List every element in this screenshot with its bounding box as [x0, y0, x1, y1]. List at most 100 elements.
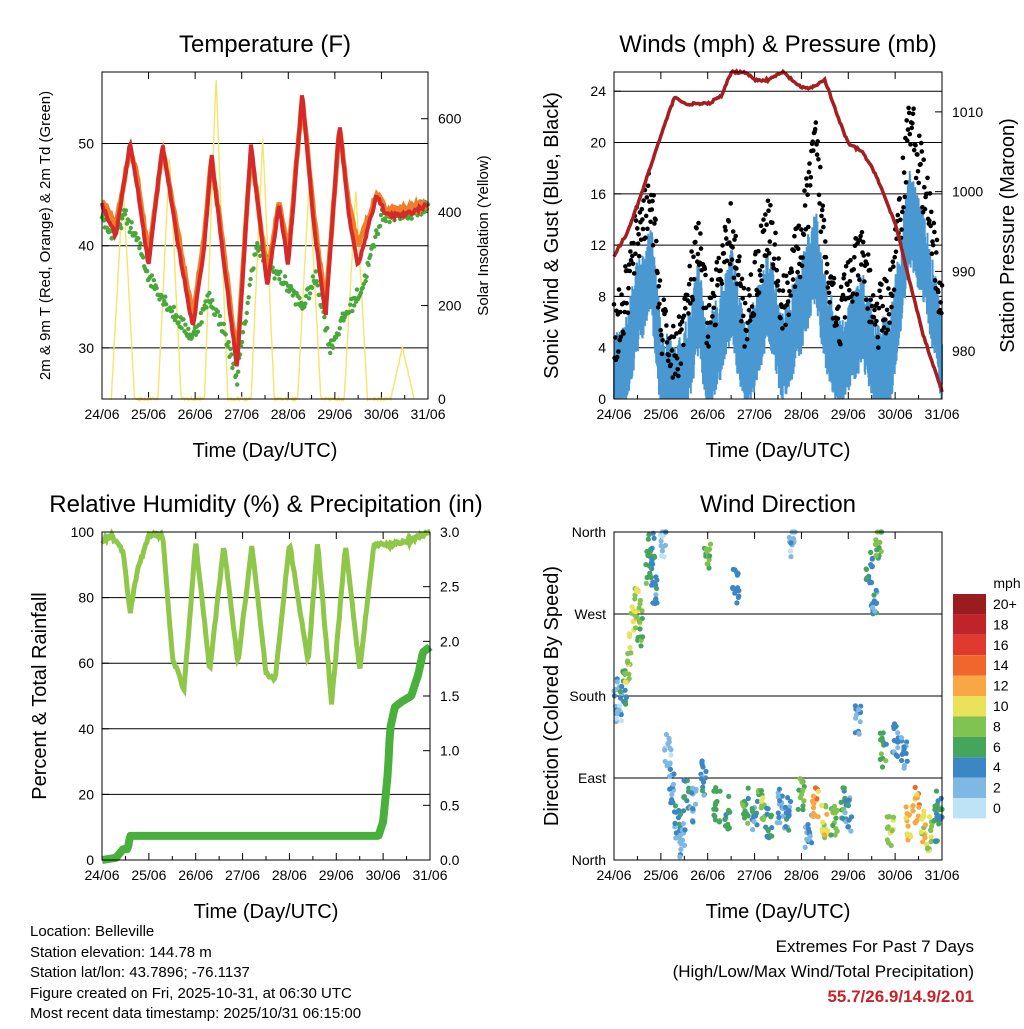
- gust-point: [795, 269, 800, 275]
- winds-ytick-label: 4: [598, 340, 606, 356]
- direction-point: [619, 683, 625, 690]
- gust-point: [652, 221, 657, 226]
- gust-point: [654, 238, 659, 244]
- direction-point: [904, 758, 910, 764]
- gust-point: [867, 267, 873, 273]
- gust-point: [892, 254, 897, 260]
- direction-point: [638, 643, 644, 649]
- dewpoint-point: [282, 274, 288, 279]
- gust-point: [802, 203, 808, 208]
- direction-point: [914, 791, 920, 798]
- direction-point: [823, 826, 829, 833]
- dewpoint-point: [243, 319, 248, 324]
- gust-point: [737, 254, 742, 259]
- gust-point: [795, 246, 801, 251]
- dewpoint-point: [302, 304, 307, 310]
- direction-point: [751, 813, 757, 820]
- humidity-xtick-label: 27/06: [225, 867, 260, 883]
- gust-point: [788, 293, 793, 298]
- gust-point: [759, 278, 764, 284]
- gust-point: [619, 292, 624, 298]
- gust-point: [626, 285, 631, 291]
- direction-point: [637, 601, 643, 607]
- gust-point: [913, 143, 918, 148]
- gust-point: [683, 305, 688, 311]
- direction-point: [786, 827, 792, 833]
- gust-point: [848, 258, 853, 263]
- gust-point: [746, 287, 751, 292]
- gust-point: [742, 344, 747, 349]
- gust-point: [796, 223, 802, 229]
- humidity-ytick2-label: 0.5: [440, 797, 460, 813]
- dewpoint-point: [138, 241, 143, 246]
- gust-point: [655, 270, 660, 276]
- gust-point: [657, 278, 663, 283]
- gust-point: [640, 217, 645, 222]
- direction-point: [877, 539, 883, 546]
- dewpoint-point: [172, 317, 178, 323]
- temp-2m-line: [100, 95, 430, 367]
- direction-point: [868, 562, 874, 568]
- direction-point: [759, 798, 765, 804]
- direction-point: [677, 854, 683, 860]
- temperature-ylabel-left: 2m & 9m T (Red, Orange) & 2m Td (Green): [37, 91, 54, 380]
- gust-point: [852, 254, 857, 260]
- gust-point: [887, 320, 892, 326]
- direction-point: [623, 670, 629, 677]
- gust-point: [702, 266, 708, 272]
- station-info: Location: Belleville Station elevation: …: [30, 922, 361, 1025]
- gust-point: [641, 198, 646, 203]
- gust-point: [838, 341, 843, 347]
- dewpoint-point: [377, 223, 383, 229]
- extremes-title: Extremes For Past 7 Days: [775, 937, 974, 956]
- gust-point: [931, 220, 937, 226]
- direction-point: [921, 814, 927, 820]
- direction-point: [879, 735, 885, 741]
- direction-point: [916, 804, 922, 810]
- direction-point: [777, 798, 783, 804]
- gust-point: [780, 288, 786, 294]
- direction-point: [623, 701, 629, 707]
- direction-point: [785, 813, 791, 820]
- gust-point: [778, 315, 783, 321]
- humidity-xtick-label: 29/06: [319, 867, 354, 883]
- direction-point: [678, 846, 684, 852]
- gust-point: [681, 342, 686, 348]
- direction-point: [713, 785, 719, 791]
- gust-point: [921, 157, 926, 162]
- gust-point: [818, 229, 824, 234]
- gust-point: [884, 278, 889, 284]
- gust-point: [902, 194, 908, 200]
- gust-point: [727, 261, 733, 267]
- humidity-ytick2-label: 1.0: [440, 743, 460, 759]
- gust-point: [644, 195, 650, 200]
- gust-point: [799, 263, 805, 269]
- direction-point: [788, 798, 794, 805]
- precip-line: [99, 643, 433, 864]
- temperature-xtick-label: 29/06: [317, 406, 352, 422]
- winds-xtick-label: 26/06: [690, 406, 725, 422]
- temperature-ylabel-right: Solar Insolation (Yellow): [475, 155, 492, 315]
- gust-point: [689, 249, 694, 254]
- direction-point: [650, 530, 656, 536]
- gust-point: [709, 277, 715, 283]
- gust-point: [703, 305, 709, 311]
- dewpoint-point: [253, 252, 258, 257]
- gust-point: [728, 201, 733, 206]
- dewpoint-point: [277, 277, 282, 282]
- gust-point: [913, 175, 919, 181]
- direction-point: [713, 806, 719, 813]
- gust-point: [765, 198, 771, 204]
- gust-point: [684, 292, 690, 298]
- direction-point: [800, 803, 806, 809]
- gust-point: [627, 268, 633, 274]
- gust-point: [686, 281, 692, 287]
- gust-point: [880, 303, 885, 309]
- gust-point: [766, 208, 771, 213]
- dewpoint-point: [164, 302, 169, 307]
- gust-point: [679, 327, 684, 332]
- legend-label: 18: [993, 616, 1009, 632]
- gust-point: [693, 239, 698, 245]
- direction-point: [640, 634, 646, 640]
- temperature-title: Temperature (F): [179, 31, 351, 58]
